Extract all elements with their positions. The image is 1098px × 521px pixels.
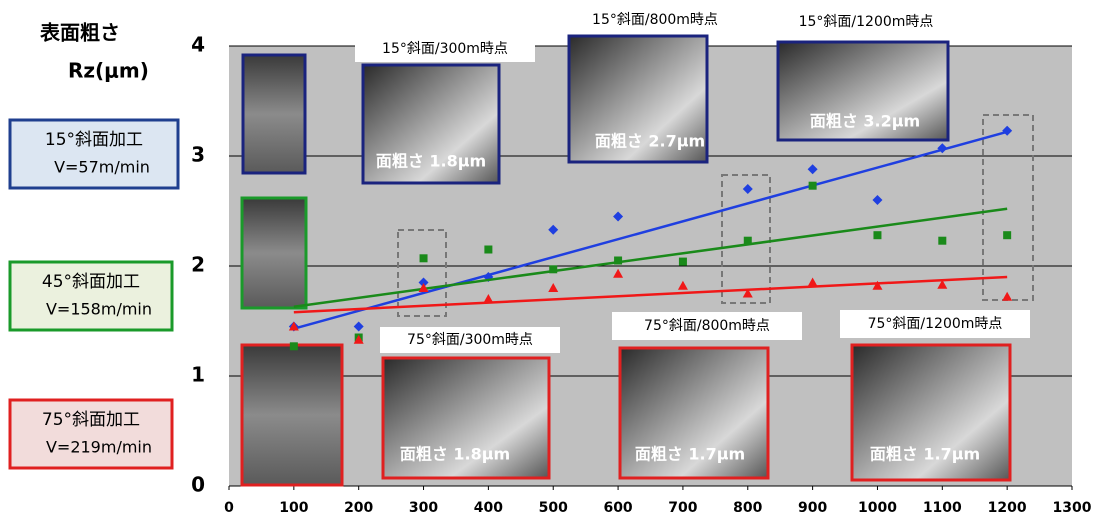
x-tick-label: 1200 [988,500,1027,516]
x-tick-label: 300 [409,500,438,516]
x-tick-label: 1100 [923,500,962,516]
x-tick-label: 1000 [858,500,897,516]
x-tick-label: 100 [279,500,308,516]
legend-speed: V=219m/min [46,438,152,457]
photo-caption: 75°斜面/1200m時点 [868,316,1003,332]
y-tick-label: 4 [191,33,205,57]
photo-caption: 15°斜面/300m時点 [382,41,508,57]
x-tick-label: 1300 [1053,500,1092,516]
point [420,254,428,262]
point [484,246,492,254]
legend-speed: V=57m/min [54,158,150,177]
chart: 0 1 2 3 4 0 100 200 300 400 500 600 700 800 900 1000 110… [0,0,1098,521]
y-label: Rz(μm) [68,59,149,83]
legend-speed: V=158m/min [46,300,152,319]
point [873,231,881,239]
point [290,342,298,350]
roughness-label: 面粗さ 1.8μm [376,152,486,171]
y-tick-label: 2 [191,253,205,277]
x-tick-label: 500 [539,500,568,516]
roughness-label: 面粗さ 3.2μm [810,112,920,131]
point [809,182,817,190]
roughness-label: 面粗さ 1.7μm [635,445,745,464]
point [938,237,946,245]
tool-photo [242,198,306,308]
legend-name: 75°斜面加工 [42,410,140,430]
legend-name: 15°斜面加工 [45,130,143,150]
photo-caption: 75°斜面/800m時点 [644,318,770,334]
y-tick-label: 3 [191,143,205,167]
x-tick-label: 600 [603,500,632,516]
point [679,258,687,266]
x-tick-label: 900 [798,500,827,516]
point [1003,231,1011,239]
y-label: 表面粗さ [40,21,120,45]
photo-caption: 15°斜面/800m時点 [592,12,718,28]
y-tick-label: 1 [191,363,205,387]
tool-photo [242,345,342,485]
photo-caption: 75°斜面/300m時点 [407,332,533,348]
roughness-label: 面粗さ 1.7μm [870,445,980,464]
photo-caption: 15°斜面/1200m時点 [799,14,934,30]
y-tick-label: 0 [191,473,205,497]
tool-photo [243,55,305,173]
roughness-label: 面粗さ 2.7μm [595,132,705,151]
x-tick-label: 700 [668,500,697,516]
x-tick-label: 400 [474,500,503,516]
x-tick-label: 0 [224,500,234,516]
roughness-label: 面粗さ 1.8μm [400,445,510,464]
x-tick-label: 800 [733,500,762,516]
x-tick-label: 200 [344,500,373,516]
legend-name: 45°斜面加工 [42,272,140,292]
